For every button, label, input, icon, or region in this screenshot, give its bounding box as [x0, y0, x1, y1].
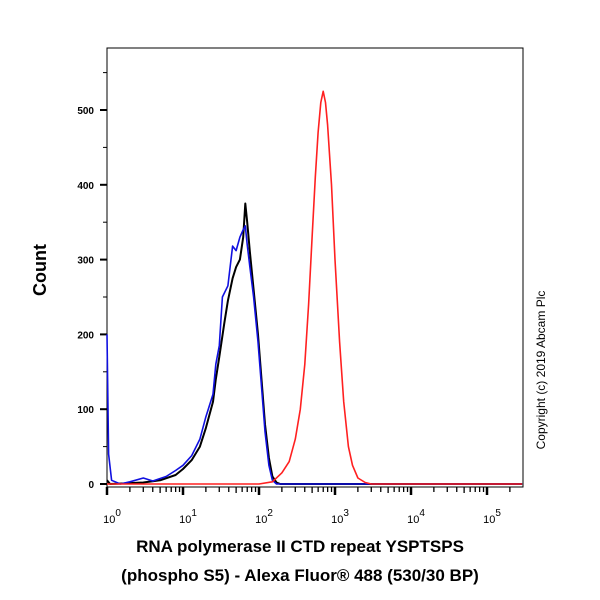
copyright-annotation: Copyright (c) 2019 Abcam Plc	[534, 291, 548, 450]
series-line-2	[107, 90, 523, 485]
y-tick-label: 200	[77, 330, 94, 341]
x-axis-label-line2: (phospho S5) - Alexa Fluor® 488 (530/30 …	[121, 566, 479, 585]
y-tick-label: 300	[77, 256, 94, 267]
series-line-0	[106, 202, 523, 485]
y-tick-label: 500	[77, 106, 94, 117]
x-axis-label-line1: RNA polymerase II CTD repeat YSPTSPS	[136, 537, 464, 556]
x-tick-label: 105	[483, 508, 501, 526]
plot-frame	[106, 47, 524, 488]
x-tick-label: 100	[103, 508, 121, 526]
y-axis-label: Count	[30, 244, 50, 296]
y-tick-label: 0	[88, 480, 94, 491]
series-line-1	[106, 225, 523, 485]
y-tick-label: 400	[77, 181, 94, 192]
x-tick-label: 101	[179, 508, 197, 526]
x-tick-label: 102	[255, 508, 273, 526]
x-tick-label: 104	[407, 508, 425, 526]
y-tick-label: 100	[77, 405, 94, 416]
x-tick-label: 103	[331, 508, 349, 526]
